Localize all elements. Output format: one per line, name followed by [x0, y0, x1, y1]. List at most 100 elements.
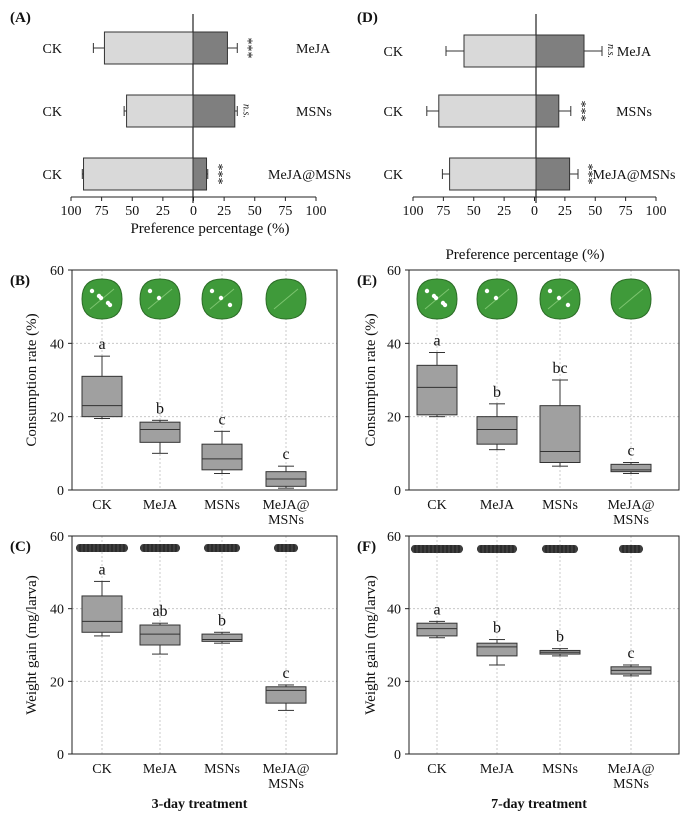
x-category-label: CK	[92, 762, 111, 777]
y-tick-label: 20	[387, 675, 401, 690]
ck-bar	[449, 157, 537, 191]
x-category-label: CK	[92, 498, 111, 513]
leaf-hole	[565, 302, 571, 308]
plot-frame	[408, 269, 680, 491]
box-iqr	[476, 642, 518, 657]
x-axis-title: Preference percentage (%)	[445, 247, 604, 263]
x-tick-label: 25	[156, 204, 170, 219]
box-iqr	[139, 421, 181, 443]
panel-label: (B)	[10, 273, 30, 289]
x-category-label: MSNs	[268, 513, 304, 528]
x-tick-label: 25	[558, 204, 572, 219]
treatment-row-label: MeJA	[296, 42, 331, 57]
significance-letter: c	[282, 665, 289, 682]
y-axis-title: Weight gain (mg/larva)	[363, 575, 379, 715]
y-tick-label: 40	[50, 603, 64, 618]
x-tick-label: 50	[248, 204, 262, 219]
x-tick-label: 75	[278, 204, 292, 219]
ck-row-label: CK	[384, 45, 403, 60]
treatment-duration-caption: 7-day treatment	[491, 797, 587, 812]
x-category-label: MeJA@	[607, 762, 654, 777]
box-iqr	[476, 416, 518, 445]
treatment-row-label: MSNs	[616, 105, 652, 120]
leaf-hole	[424, 288, 430, 294]
y-tick-label: 0	[394, 484, 401, 499]
significance-label: ***	[210, 164, 225, 185]
treatment-bar	[535, 94, 560, 128]
x-category-label: MeJA@	[607, 498, 654, 513]
treatment-bar	[192, 94, 236, 128]
x-tick-label: 100	[646, 204, 667, 219]
leaf-hole	[547, 288, 553, 294]
significance-label: n.s.	[605, 44, 616, 58]
x-tick-label: 50	[467, 204, 481, 219]
leaf-hole	[96, 293, 102, 299]
x-category-label: MeJA@	[262, 498, 309, 513]
leaf-hole	[493, 295, 499, 301]
panel-label: (A)	[10, 10, 31, 26]
leaf-hole	[556, 295, 562, 301]
ck-bar	[463, 34, 537, 68]
y-tick-label: 20	[387, 411, 401, 426]
panel-c-box-chart: (C) 0 20 40 60 Weight gain (mg/larva) a ab b c CK M…	[10, 530, 338, 812]
treatment-bar	[535, 157, 571, 191]
y-tick-label: 0	[57, 748, 64, 763]
box-iqr	[81, 595, 123, 633]
significance-letter: b	[493, 620, 501, 637]
panel-label: (F)	[357, 539, 376, 555]
ck-bar	[103, 31, 194, 65]
leaf-vein	[273, 288, 299, 310]
y-tick-label: 60	[50, 264, 64, 279]
panel-label: (E)	[357, 273, 377, 289]
x-category-label: MeJA	[480, 498, 515, 513]
y-tick-label: 40	[387, 603, 401, 618]
x-category-label: MeJA	[143, 498, 178, 513]
significance-label: ***	[573, 101, 588, 122]
leaf-hole	[209, 288, 215, 294]
x-category-label: MeJA	[143, 762, 178, 777]
treatment-bar	[192, 157, 208, 191]
leaf-hole	[105, 300, 111, 306]
significance-letter: c	[282, 446, 289, 463]
panel-label: (D)	[357, 10, 378, 26]
significance-label: ***	[239, 38, 254, 59]
leaf-hole	[227, 302, 233, 308]
box-iqr	[539, 405, 581, 463]
panel-b-box-chart: (B) 0 20 40 60 Consumption rate (%) a b c c CK MeJA…	[10, 264, 338, 528]
x-category-label: MSNs	[613, 513, 649, 528]
y-tick-label: 0	[394, 748, 401, 763]
treatment-bar	[192, 31, 228, 65]
panel-a-preference-chart: (A) 100 75 50 25 0 25 50 75 100 Preference percent…	[10, 10, 351, 237]
box-iqr	[416, 622, 458, 637]
y-tick-label: 60	[387, 264, 401, 279]
treatment-row-label: MSNs	[296, 105, 332, 120]
box-iqr	[81, 375, 123, 418]
plot-frame	[71, 535, 338, 755]
treatment-row-label: MeJA	[617, 45, 652, 60]
y-tick-label: 60	[387, 530, 401, 545]
panel-e-box-chart: (E) 0 20 40 60 Consumption rate (%) a b bc c CK MeJ…	[357, 264, 680, 528]
y-axis-title: Consumption rate (%)	[363, 313, 379, 446]
significance-letter: a	[433, 601, 440, 618]
treatment-row-label: MeJA@MSNs	[268, 168, 351, 183]
ck-row-label: CK	[384, 105, 403, 120]
significance-letter: c	[627, 645, 634, 662]
plot-frame	[71, 269, 338, 491]
significance-letter: ab	[152, 603, 167, 620]
box-iqr	[416, 364, 458, 416]
plot-frame	[408, 535, 680, 755]
y-tick-label: 0	[57, 484, 64, 499]
y-axis-title: Weight gain (mg/larva)	[24, 575, 40, 715]
box-iqr	[139, 624, 181, 646]
larva-icon	[274, 544, 298, 552]
x-tick-label: 100	[306, 204, 327, 219]
x-tick-label: 0	[190, 204, 197, 219]
leaf-hole	[218, 295, 224, 301]
treatment-duration-caption: 3-day treatment	[152, 797, 248, 812]
y-tick-label: 60	[50, 530, 64, 545]
y-tick-label: 20	[50, 411, 64, 426]
panel-f-box-chart: (F) 0 20 40 60 Weight gain (mg/larva) a b b c CK Me…	[357, 530, 680, 812]
x-category-label: MeJA	[480, 762, 515, 777]
ck-row-label: CK	[43, 168, 62, 183]
